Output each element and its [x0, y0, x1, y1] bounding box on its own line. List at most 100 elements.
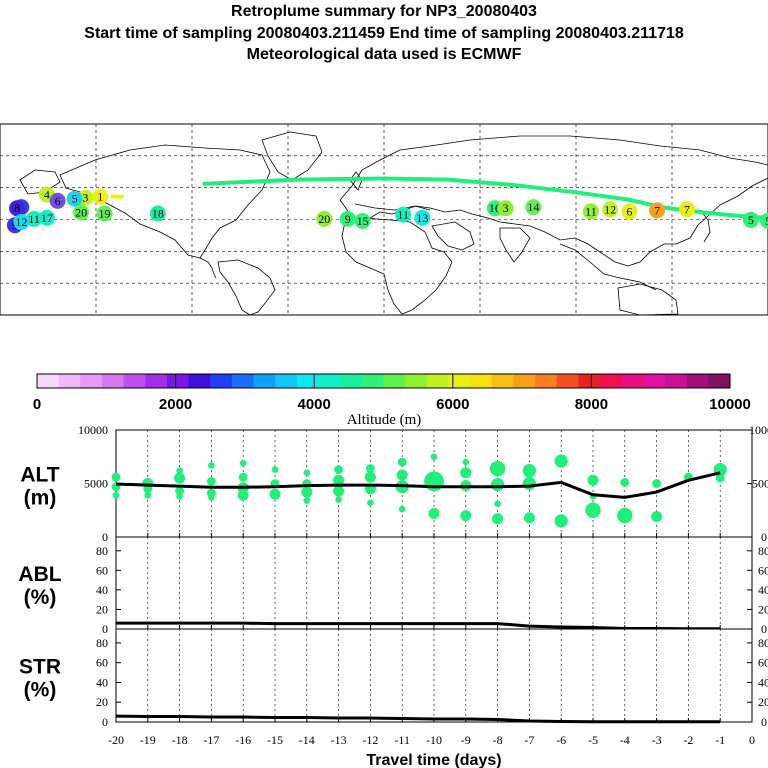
colorbar-tick-label: 0 — [33, 396, 41, 413]
altitude-bubble — [335, 496, 342, 503]
plume-point-label: 15 — [357, 214, 369, 228]
y-tick-label-right: 5000 — [752, 477, 768, 491]
coastline-alaska — [19, 169, 61, 195]
x-tick-label: -12 — [362, 733, 378, 747]
meteo-data-note: Meteorological data used is ECMWF — [246, 46, 522, 63]
altitude-bubble — [207, 476, 216, 486]
colorbar-tick-label: 4000 — [298, 396, 331, 413]
colorbar-swatch — [80, 374, 103, 388]
colorbar-swatch — [188, 374, 211, 388]
colorbar-swatch — [708, 374, 731, 388]
x-tick-label: -18 — [172, 733, 188, 747]
altitude-bubble — [208, 494, 215, 501]
altitude-bubble — [175, 486, 185, 496]
plume-point-label: 7 — [684, 202, 690, 216]
plume-point-label: 5 — [765, 214, 768, 228]
altitude-bubble — [367, 499, 374, 507]
altitude-bubble — [271, 493, 279, 500]
altitude-bubble — [430, 453, 438, 461]
altitude-bubble — [620, 478, 630, 487]
plume-point-marker — [497, 200, 514, 217]
coastline-southeast-asia — [559, 243, 657, 291]
altitude-bubble — [396, 469, 408, 481]
coastline-south-america — [217, 259, 276, 316]
plume-point-marker — [649, 202, 666, 219]
plume-point-marker — [26, 210, 43, 227]
plume-point-label: 12 — [604, 202, 616, 216]
y-axis-unit: (%) — [24, 586, 57, 609]
y-tick-label-right: 60 — [758, 656, 768, 670]
x-axis: -20 -19 -18 -17 -16 -15 -14 -13 -12 -11 -10 -9 -8 -7-… — [108, 733, 755, 768]
x-tick-label: -8 — [493, 733, 503, 747]
colorbar-swatch — [318, 374, 341, 388]
plume-point-marker — [316, 210, 333, 227]
plume-point-label: 14 — [527, 200, 539, 214]
colorbar-swatch — [470, 374, 493, 388]
altitude-bubble — [334, 465, 343, 474]
colorbar-swatch — [665, 374, 688, 388]
colorbar-swatch — [123, 374, 146, 388]
x-tick-label: -9 — [461, 733, 471, 747]
coastline-greenland — [261, 131, 323, 181]
plume-point-label: 19 — [99, 207, 111, 221]
plume-point-label: 9 — [345, 212, 351, 226]
plume-point-label: 16 — [489, 201, 501, 215]
plume-point-marker — [742, 211, 759, 228]
x-tick-label: -16 — [235, 733, 251, 747]
altitude-bubble — [176, 467, 183, 474]
altitude-bubble — [144, 491, 152, 499]
coastlines — [19, 131, 768, 316]
plume-point-marker — [149, 205, 166, 222]
altitude-bubble — [366, 464, 375, 473]
altitude-bubble — [460, 510, 472, 522]
time-series-panels: 00500050001000010000ALT(m)00202040406060… — [18, 423, 768, 768]
plume-point-label: 3 — [503, 201, 509, 215]
colorbar-swatch — [513, 374, 536, 388]
plume-point-marker — [525, 199, 542, 216]
x-tick-label: -20 — [108, 733, 124, 747]
plume-point-marker — [354, 212, 371, 229]
colorbar-swatch — [578, 374, 601, 388]
plume-point-label: 11 — [28, 212, 40, 226]
plume-point-marker — [96, 205, 113, 222]
altitude-bubble — [522, 476, 537, 491]
colorbar-swatch — [145, 374, 168, 388]
panel-str: 0 0 20 20 40 40 60 60 80 80 STR(%) — [19, 628, 768, 729]
y-tick-label: 0 — [102, 530, 108, 544]
y-tick-label-right: 60 — [758, 563, 768, 577]
plume-point-marker — [760, 212, 768, 229]
y-tick-label: 10000 — [78, 423, 108, 437]
x-tick-label: -1 — [715, 733, 725, 747]
colorbar-swatch — [643, 374, 666, 388]
y-tick-label-right: 40 — [758, 675, 768, 689]
altitude-bubble — [522, 464, 537, 478]
plume-point-label: 1 — [97, 190, 103, 204]
x-tick-label: -11 — [394, 733, 410, 747]
y-tick-label-right: 20 — [758, 695, 768, 709]
plume-point-label: 3 — [82, 191, 88, 205]
world-map: 1354678911121720191820915111316314111267… — [0, 123, 768, 316]
altitude-bubble — [239, 459, 247, 467]
altitude-bubble — [208, 462, 215, 469]
colorbar-swatch — [210, 374, 233, 388]
y-axis-unit: (%) — [24, 679, 57, 702]
colorbar-swatch — [37, 374, 60, 388]
panel-abl: 0 0 20 20 40 40 60 60 80 80 ABL(%) — [18, 536, 768, 636]
plume-point-label: 4 — [44, 187, 50, 201]
altitude-bubble — [111, 472, 121, 482]
colorbar-swatch — [686, 374, 709, 388]
y-tick-label: 60 — [96, 656, 108, 670]
coastline-mediterranean — [354, 203, 431, 211]
x-axis-title: Travel time (days) — [366, 752, 501, 768]
y-tick-label: 60 — [96, 563, 108, 577]
y-tick-label-right: 80 — [758, 544, 768, 558]
plume-point-label: 7 — [654, 203, 660, 217]
y-tick-label-right: 10000 — [749, 423, 768, 437]
x-tick-label: -15 — [267, 733, 283, 747]
altitude-bubble — [617, 507, 633, 524]
colorbar-tick-label: 6000 — [436, 396, 469, 413]
plume-point-marker — [414, 209, 431, 226]
y-tick-label-right: 20 — [758, 602, 768, 616]
altitude-bubble — [651, 511, 663, 523]
y-tick-label: 20 — [96, 602, 108, 616]
